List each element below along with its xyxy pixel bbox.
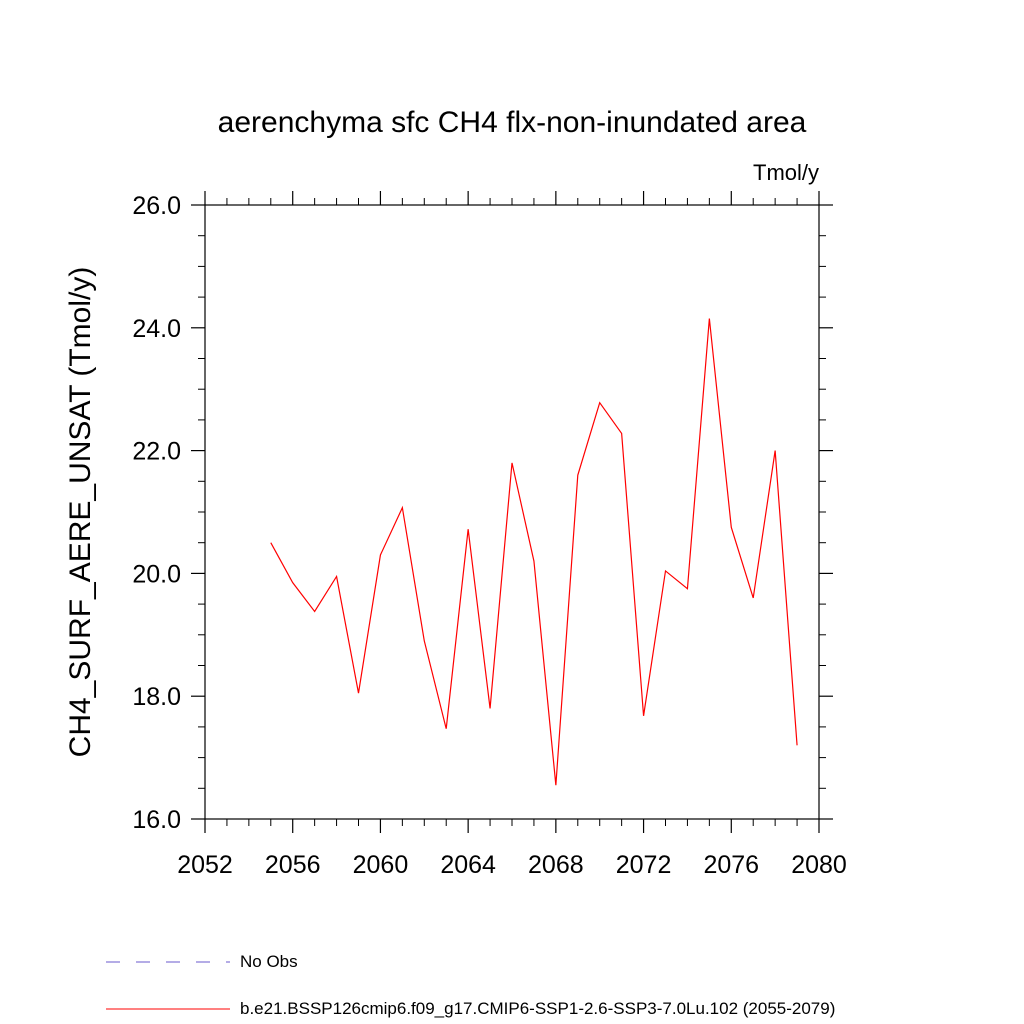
legend-entry-model-run: b.e21.BSSP126cmip6.f09_g17.CMIP6-SSP1-2.… <box>106 999 835 1019</box>
legend-entry-no-obs: No Obs <box>106 952 298 972</box>
y-tick-label: 16.0 <box>132 806 181 834</box>
y-tick-label: 22.0 <box>132 438 181 466</box>
units-label: Tmol/y <box>753 160 819 185</box>
x-tick-label: 2064 <box>440 851 496 879</box>
axis-tick-labels: 2052 2056 2060 2064 2068 2072 2076 2080 16.0 18.0… <box>132 192 846 879</box>
x-tick-label: 2056 <box>265 851 321 879</box>
x-tick-label: 2068 <box>528 851 584 879</box>
y-axis-label: CH4_SURF_AERE_UNSAT (Tmol/y) <box>64 267 97 758</box>
series-line-1 <box>270 318 798 786</box>
legend-swatch-solid <box>106 1008 230 1010</box>
y-tick-label: 18.0 <box>132 683 181 711</box>
legend-label-no-obs: No Obs <box>240 952 298 971</box>
x-tick-label: 2072 <box>616 851 672 879</box>
series-layer <box>270 318 798 786</box>
y-tick-label: 26.0 <box>132 192 181 220</box>
x-tick-label: 2052 <box>177 851 233 879</box>
y-tick-label: 24.0 <box>132 315 181 343</box>
chart-title: aerenchyma sfc CH4 flx-non-inundated are… <box>218 106 807 139</box>
x-tick-label: 2080 <box>791 851 847 879</box>
plot-frame <box>204 204 820 820</box>
legend-swatch-dashed <box>106 961 230 963</box>
legend-label-model-run: b.e21.BSSP126cmip6.f09_g17.CMIP6-SSP1-2.… <box>240 999 836 1018</box>
axis-ticks <box>191 191 833 833</box>
y-tick-label: 20.0 <box>132 560 181 588</box>
x-tick-label: 2060 <box>353 851 409 879</box>
x-tick-label: 2076 <box>703 851 759 879</box>
